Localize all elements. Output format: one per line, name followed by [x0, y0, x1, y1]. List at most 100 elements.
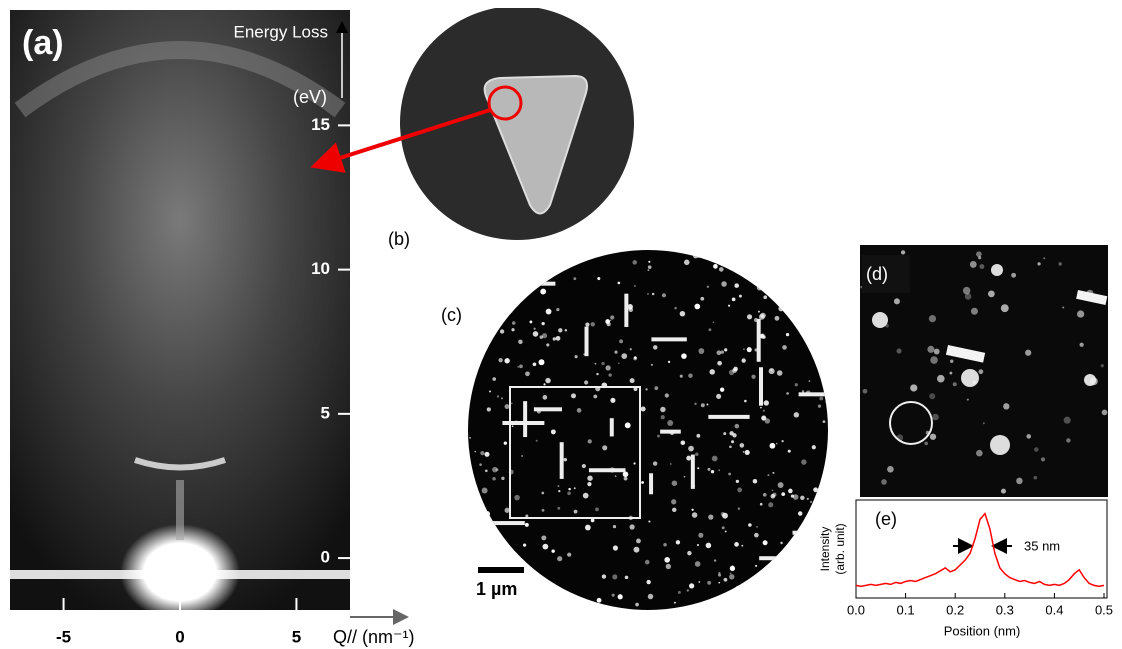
particle	[648, 261, 650, 263]
particle	[713, 322, 715, 324]
particle	[786, 568, 791, 573]
particle	[764, 400, 769, 405]
particle	[786, 333, 789, 336]
particle	[767, 474, 769, 476]
particle	[797, 575, 800, 578]
particle	[812, 275, 814, 277]
particle	[953, 382, 957, 386]
particle	[681, 353, 687, 359]
particle	[757, 285, 763, 291]
particle	[641, 481, 644, 484]
particle	[596, 373, 598, 375]
particle	[489, 265, 491, 267]
particle	[540, 259, 544, 263]
particle	[711, 470, 714, 473]
particle	[512, 321, 516, 325]
particle	[780, 542, 783, 545]
nanorod	[560, 442, 564, 479]
particle	[542, 544, 548, 550]
particle	[564, 458, 567, 461]
particle	[718, 574, 721, 577]
y-tick-label: 5	[321, 403, 330, 422]
particle	[771, 494, 776, 499]
particle	[708, 515, 713, 520]
particle	[533, 331, 539, 337]
particle	[735, 424, 740, 429]
particle	[1077, 310, 1084, 317]
particle	[495, 248, 499, 252]
nanorod	[589, 468, 626, 472]
particle	[662, 293, 666, 297]
particle	[567, 553, 571, 557]
particle	[813, 573, 818, 578]
particle	[484, 511, 490, 517]
x-tick-label: -5	[56, 627, 71, 646]
particle	[536, 597, 540, 601]
particle	[504, 441, 507, 444]
axis-unit: (eV)	[293, 87, 327, 107]
particle	[660, 407, 665, 412]
particle	[541, 322, 544, 325]
particle	[990, 435, 1010, 455]
particle	[706, 404, 708, 406]
particle	[684, 476, 686, 478]
particle	[517, 366, 519, 368]
particle	[937, 375, 945, 383]
particle	[681, 440, 686, 445]
particle	[686, 456, 691, 461]
particle	[698, 581, 700, 583]
particle	[523, 543, 526, 546]
particle	[747, 314, 752, 319]
x-tick-label: 0.0	[847, 602, 865, 617]
particle	[734, 542, 739, 547]
particle	[929, 315, 936, 322]
particle	[776, 443, 778, 445]
particle	[641, 407, 646, 412]
particle	[822, 369, 824, 371]
particle	[610, 315, 614, 319]
particle	[653, 461, 657, 465]
particle	[932, 414, 939, 421]
particle	[746, 589, 750, 593]
particle	[700, 297, 704, 301]
particle	[738, 507, 740, 509]
particle	[810, 501, 812, 503]
particle	[1059, 262, 1062, 265]
particle	[539, 359, 545, 365]
particle	[513, 281, 515, 283]
particle	[514, 495, 520, 501]
particle	[778, 306, 783, 311]
particle	[648, 265, 652, 269]
particle	[950, 360, 953, 363]
particle	[929, 393, 935, 399]
particle	[741, 545, 743, 547]
particle	[512, 425, 514, 427]
particle	[797, 536, 801, 540]
particle	[1003, 403, 1009, 409]
scale-bar	[478, 567, 524, 573]
particle	[743, 348, 745, 350]
particle	[541, 535, 546, 540]
particle	[788, 450, 790, 452]
particle	[505, 404, 510, 409]
particle	[729, 431, 733, 435]
particle	[707, 581, 711, 585]
particle	[729, 445, 732, 448]
particle	[529, 321, 532, 324]
particle	[1043, 257, 1045, 259]
particle	[745, 594, 750, 599]
particle	[1001, 304, 1009, 312]
particle	[687, 589, 689, 591]
particle	[534, 328, 536, 330]
particle	[716, 596, 722, 602]
particle	[652, 293, 655, 296]
particle	[608, 373, 611, 376]
particle	[546, 343, 549, 346]
particle	[469, 595, 474, 600]
particle	[615, 475, 617, 477]
particle	[1011, 273, 1016, 278]
y-tick-label: 15	[311, 115, 330, 134]
particle	[651, 364, 653, 366]
particle	[545, 378, 550, 383]
particle	[694, 304, 700, 310]
